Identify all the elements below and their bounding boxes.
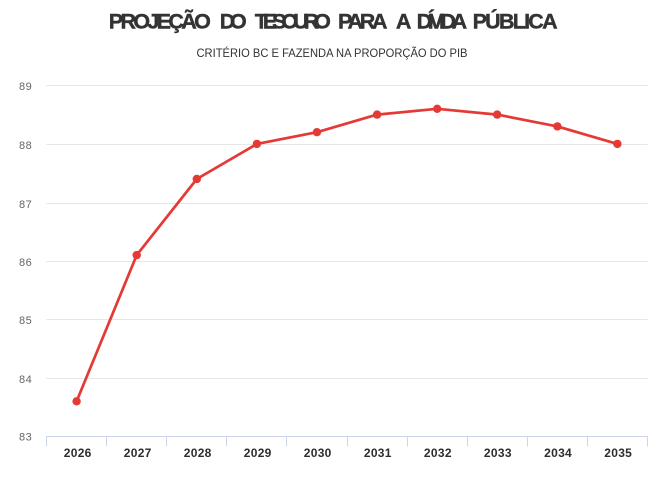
svg-text:2032: 2032 bbox=[424, 446, 452, 460]
svg-text:2035: 2035 bbox=[604, 446, 632, 460]
svg-text:2028: 2028 bbox=[184, 446, 212, 460]
svg-text:89: 89 bbox=[19, 81, 32, 93]
svg-text:PROJEÇÃO: PROJEÇÃO bbox=[109, 8, 211, 33]
svg-text:87: 87 bbox=[19, 199, 32, 211]
svg-text:85: 85 bbox=[19, 315, 32, 327]
svg-text:2030: 2030 bbox=[304, 446, 332, 460]
svg-text:CRITÉRIO BC E FAZENDA NA PROPO: CRITÉRIO BC E FAZENDA NA PROPORÇÃO DO PI… bbox=[197, 45, 468, 60]
svg-text:PARA: PARA bbox=[338, 9, 388, 33]
svg-text:2026: 2026 bbox=[64, 446, 92, 460]
svg-text:2034: 2034 bbox=[544, 446, 572, 460]
svg-text:88: 88 bbox=[19, 140, 32, 152]
svg-text:83: 83 bbox=[19, 432, 32, 444]
svg-text:DÍVIDA: DÍVIDA bbox=[417, 8, 468, 33]
svg-text:2029: 2029 bbox=[244, 446, 272, 460]
svg-text:DO: DO bbox=[220, 9, 247, 33]
svg-text:84: 84 bbox=[19, 374, 32, 386]
svg-text:2033: 2033 bbox=[484, 446, 512, 460]
svg-text:2027: 2027 bbox=[124, 446, 152, 460]
svg-text:A: A bbox=[396, 9, 412, 33]
svg-text:TESOURO: TESOURO bbox=[255, 9, 331, 33]
svg-text:86: 86 bbox=[19, 257, 32, 269]
svg-text:PÚBLICA: PÚBLICA bbox=[473, 8, 558, 33]
svg-text:2031: 2031 bbox=[364, 446, 392, 460]
